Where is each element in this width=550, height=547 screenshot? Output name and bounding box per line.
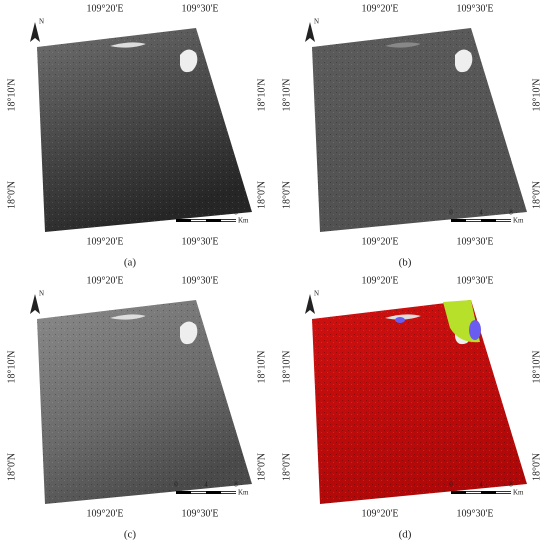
right-label: 18°10'N [256,350,267,383]
panel-caption: (b) [399,257,412,269]
image-texture [37,28,252,232]
bottom-label: 109°20'E [362,508,399,519]
top-label: 109°20'E [87,3,124,14]
north-arrow [30,22,40,42]
top-label: 109°30'E [457,3,494,14]
scale-label: 8 [234,209,238,217]
scale-unit: Km [238,217,249,225]
scale-label: 8 [234,481,238,489]
north-arrow [30,294,40,314]
top-label: 109°20'E [87,275,124,286]
north-arrow [305,294,315,314]
top-label: 109°20'E [362,3,399,14]
land-blob [455,49,473,73]
north-label: N [314,290,319,298]
scale-label: 0 [449,209,453,217]
scale-label: 0 [174,209,178,217]
left-label: 18°0'N [6,181,17,209]
north-arrow [305,22,315,42]
scale-label: 4 [204,209,208,217]
right-label: 18°0'N [256,181,267,209]
panel: N 109°20'E 109°20'E 109°30'E 109°30'E 18°10'N… [281,3,542,268]
bottom-label: 109°20'E [87,236,124,247]
land-blob [180,321,198,345]
scale-unit: Km [513,489,524,497]
water-spot [469,320,481,340]
scale-label: 8 [509,209,513,217]
north-label: N [314,18,319,26]
image-texture [37,300,252,504]
bottom-label: 109°30'E [457,508,494,519]
scale-bar-segment [466,219,481,222]
north-label: N [39,18,44,26]
scale-bar-segment [496,491,511,494]
scale-label: 4 [204,481,208,489]
water-spot [395,317,405,323]
top-label: 109°20'E [362,275,399,286]
right-label: 18°0'N [531,181,542,209]
image-texture [312,300,527,504]
scale-unit: Km [238,489,249,497]
scale-label: 0 [174,481,178,489]
scale-label: 4 [479,481,483,489]
scale-bar-segment [221,219,236,222]
right-label: 18°10'N [256,78,267,111]
top-label: 109°30'E [182,3,219,14]
scale-label: 8 [509,481,513,489]
scale-bar-segment [221,491,236,494]
land-blob [180,49,198,73]
scale-bar-segment [191,219,206,222]
bottom-label: 109°20'E [362,236,399,247]
left-label: 18°0'N [281,453,292,481]
left-label: 18°10'N [6,350,17,383]
land-strip [110,314,146,320]
land-strip [385,42,421,48]
right-label: 18°0'N [531,453,542,481]
top-label: 109°30'E [182,275,219,286]
north-label: N [39,290,44,298]
panel: N 109°20'E 109°20'E 109°30'E 109°30'E 18°10'N… [6,275,267,540]
left-label: 18°10'N [281,350,292,383]
left-label: 18°0'N [6,453,17,481]
scale-label: 0 [449,481,453,489]
panel: N 109°20'E 109°20'E 109°30'E 109°30'E 18°10'N… [6,3,267,268]
left-label: 18°10'N [6,78,17,111]
right-label: 18°0'N [256,453,267,481]
panel-caption: (a) [124,257,137,269]
panel-caption: (d) [399,529,412,541]
left-label: 18°10'N [281,78,292,111]
panel-caption: (c) [124,529,137,541]
left-label: 18°0'N [281,181,292,209]
land-strip [110,42,146,48]
land-strip [385,314,421,320]
bottom-label: 109°30'E [182,508,219,519]
scale-bar-segment [466,491,481,494]
image-texture [312,28,527,232]
scale-label: 4 [479,209,483,217]
right-label: 18°10'N [531,350,542,383]
scale-bar-segment [191,491,206,494]
panel: N 109°20'E 109°20'E 109°30'E 109°30'E 18°10'N… [281,275,542,540]
top-label: 109°30'E [457,275,494,286]
bottom-label: 109°30'E [457,236,494,247]
scale-unit: Km [513,217,524,225]
bottom-label: 109°20'E [87,508,124,519]
right-label: 18°10'N [531,78,542,111]
scale-bar-segment [496,219,511,222]
bottom-label: 109°30'E [182,236,219,247]
